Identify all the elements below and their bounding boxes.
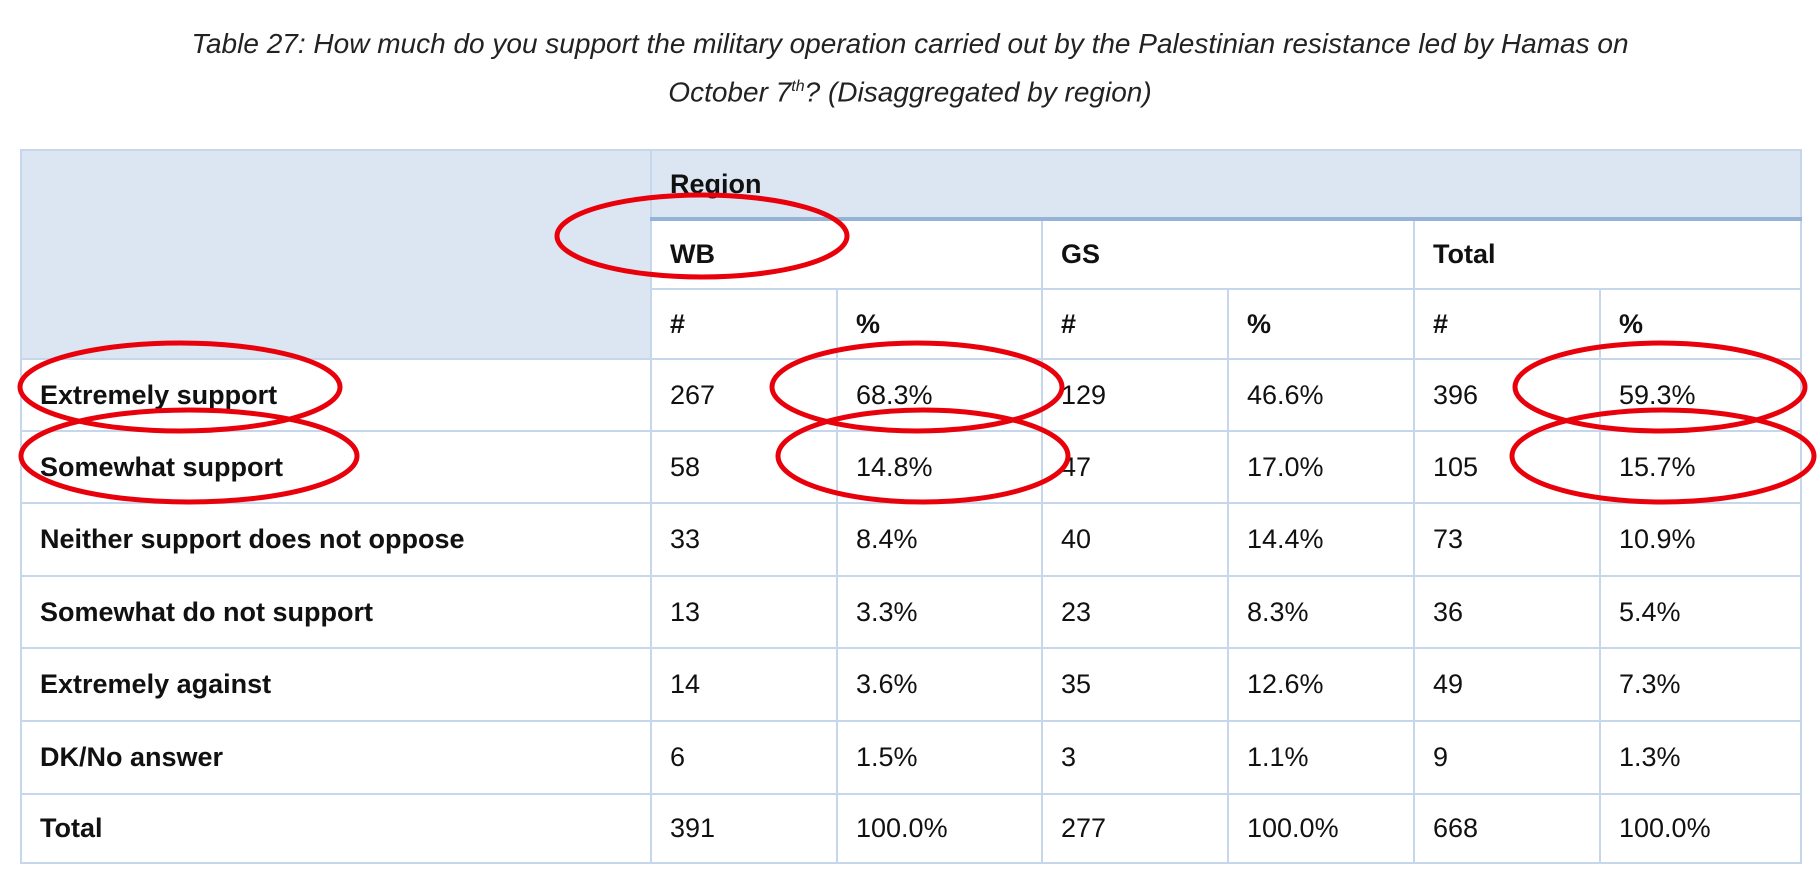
subheader-percent: %	[1598, 288, 1803, 360]
percent-cell: 17.0%	[1227, 430, 1415, 504]
subheader-count: #	[1413, 288, 1601, 360]
percent-cell: 100.0%	[1598, 793, 1803, 864]
percent-cell: 1.3%	[1598, 720, 1803, 795]
caption-line-2: October 7th? (Disaggregated by region)	[0, 65, 1820, 113]
subheader-count: #	[650, 288, 838, 360]
percent-cell: 68.3%	[836, 358, 1043, 432]
percent-cell: 10.9%	[1598, 502, 1803, 577]
percent-cell: 8.3%	[1227, 575, 1415, 649]
group-header-total: Total	[1412, 218, 1803, 290]
row-label: Extremely support	[20, 358, 652, 432]
caption-line-1: Table 27: How much do you support the mi…	[191, 28, 1629, 59]
percent-cell: 14.8%	[836, 430, 1043, 504]
count-cell: 129	[1041, 358, 1229, 432]
count-cell: 277	[1041, 793, 1229, 864]
count-cell: 23	[1041, 575, 1229, 649]
row-label: Neither support does not oppose	[20, 502, 652, 577]
count-cell: 36	[1413, 575, 1601, 649]
percent-cell: 1.5%	[836, 720, 1043, 795]
count-cell: 40	[1041, 502, 1229, 577]
table-row: Somewhat do not support 13 3.3% 23 8.3% 36 5.4…	[20, 575, 1803, 649]
subheader-count: #	[1041, 288, 1229, 360]
table-row: Total 391 100.0% 277 100.0% 668 100.0%	[20, 793, 1803, 864]
subheader-percent: %	[1227, 288, 1415, 360]
count-cell: 35	[1041, 647, 1229, 722]
count-cell: 391	[650, 793, 838, 864]
count-cell: 33	[650, 502, 838, 577]
count-cell: 13	[650, 575, 838, 649]
row-label: Somewhat support	[20, 430, 652, 504]
corner-cell	[20, 149, 652, 360]
count-cell: 9	[1413, 720, 1601, 795]
row-label: DK/No answer	[20, 720, 652, 795]
caption-superscript: th	[791, 78, 805, 95]
count-cell: 396	[1413, 358, 1601, 432]
subheader-percent: %	[836, 288, 1043, 360]
percent-cell: 12.6%	[1227, 647, 1415, 722]
row-label: Total	[20, 793, 652, 864]
count-cell: 58	[650, 430, 838, 504]
table-row: DK/No answer 6 1.5% 3 1.1% 9 1.3%	[20, 720, 1803, 795]
percent-cell: 1.1%	[1227, 720, 1415, 795]
count-cell: 6	[650, 720, 838, 795]
count-cell: 668	[1413, 793, 1601, 864]
table-row: Somewhat support 58 14.8% 47 17.0% 105 15.7%	[20, 430, 1803, 504]
percent-cell: 5.4%	[1598, 575, 1803, 649]
region-header: Region	[649, 149, 1803, 221]
caption-text: October 7	[668, 76, 792, 108]
table-caption: Table 27: How much do you support the mi…	[0, 22, 1820, 113]
count-cell: 267	[650, 358, 838, 432]
percent-cell: 100.0%	[836, 793, 1043, 864]
count-cell: 47	[1041, 430, 1229, 504]
row-label: Extremely against	[20, 647, 652, 722]
row-label: Somewhat do not support	[20, 575, 652, 649]
table-row: Neither support does not oppose 33 8.4% 40 1…	[20, 502, 1803, 577]
table-row: Extremely support 267 68.3% 129 46.6% 396 59.3…	[20, 358, 1803, 432]
group-header-wb: WB	[650, 218, 1043, 290]
group-header-gs: GS	[1041, 218, 1415, 290]
percent-cell: 15.7%	[1598, 430, 1803, 504]
percent-cell: 59.3%	[1598, 358, 1803, 432]
percent-cell: 8.4%	[836, 502, 1043, 577]
count-cell: 14	[650, 647, 838, 722]
table-row: Extremely against 14 3.6% 35 12.6% 49 7.3%	[20, 647, 1803, 722]
percent-cell: 46.6%	[1227, 358, 1415, 432]
count-cell: 3	[1041, 720, 1229, 795]
caption-text: ? (Disaggregated by region)	[804, 76, 1152, 108]
count-cell: 49	[1413, 647, 1601, 722]
data-table: Region WB GS Total # % # % # % Extremely…	[20, 149, 1803, 864]
percent-cell: 7.3%	[1598, 647, 1803, 722]
percent-cell: 3.6%	[836, 647, 1043, 722]
count-cell: 73	[1413, 502, 1601, 577]
percent-cell: 14.4%	[1227, 502, 1415, 577]
percent-cell: 100.0%	[1227, 793, 1415, 864]
count-cell: 105	[1413, 430, 1601, 504]
percent-cell: 3.3%	[836, 575, 1043, 649]
